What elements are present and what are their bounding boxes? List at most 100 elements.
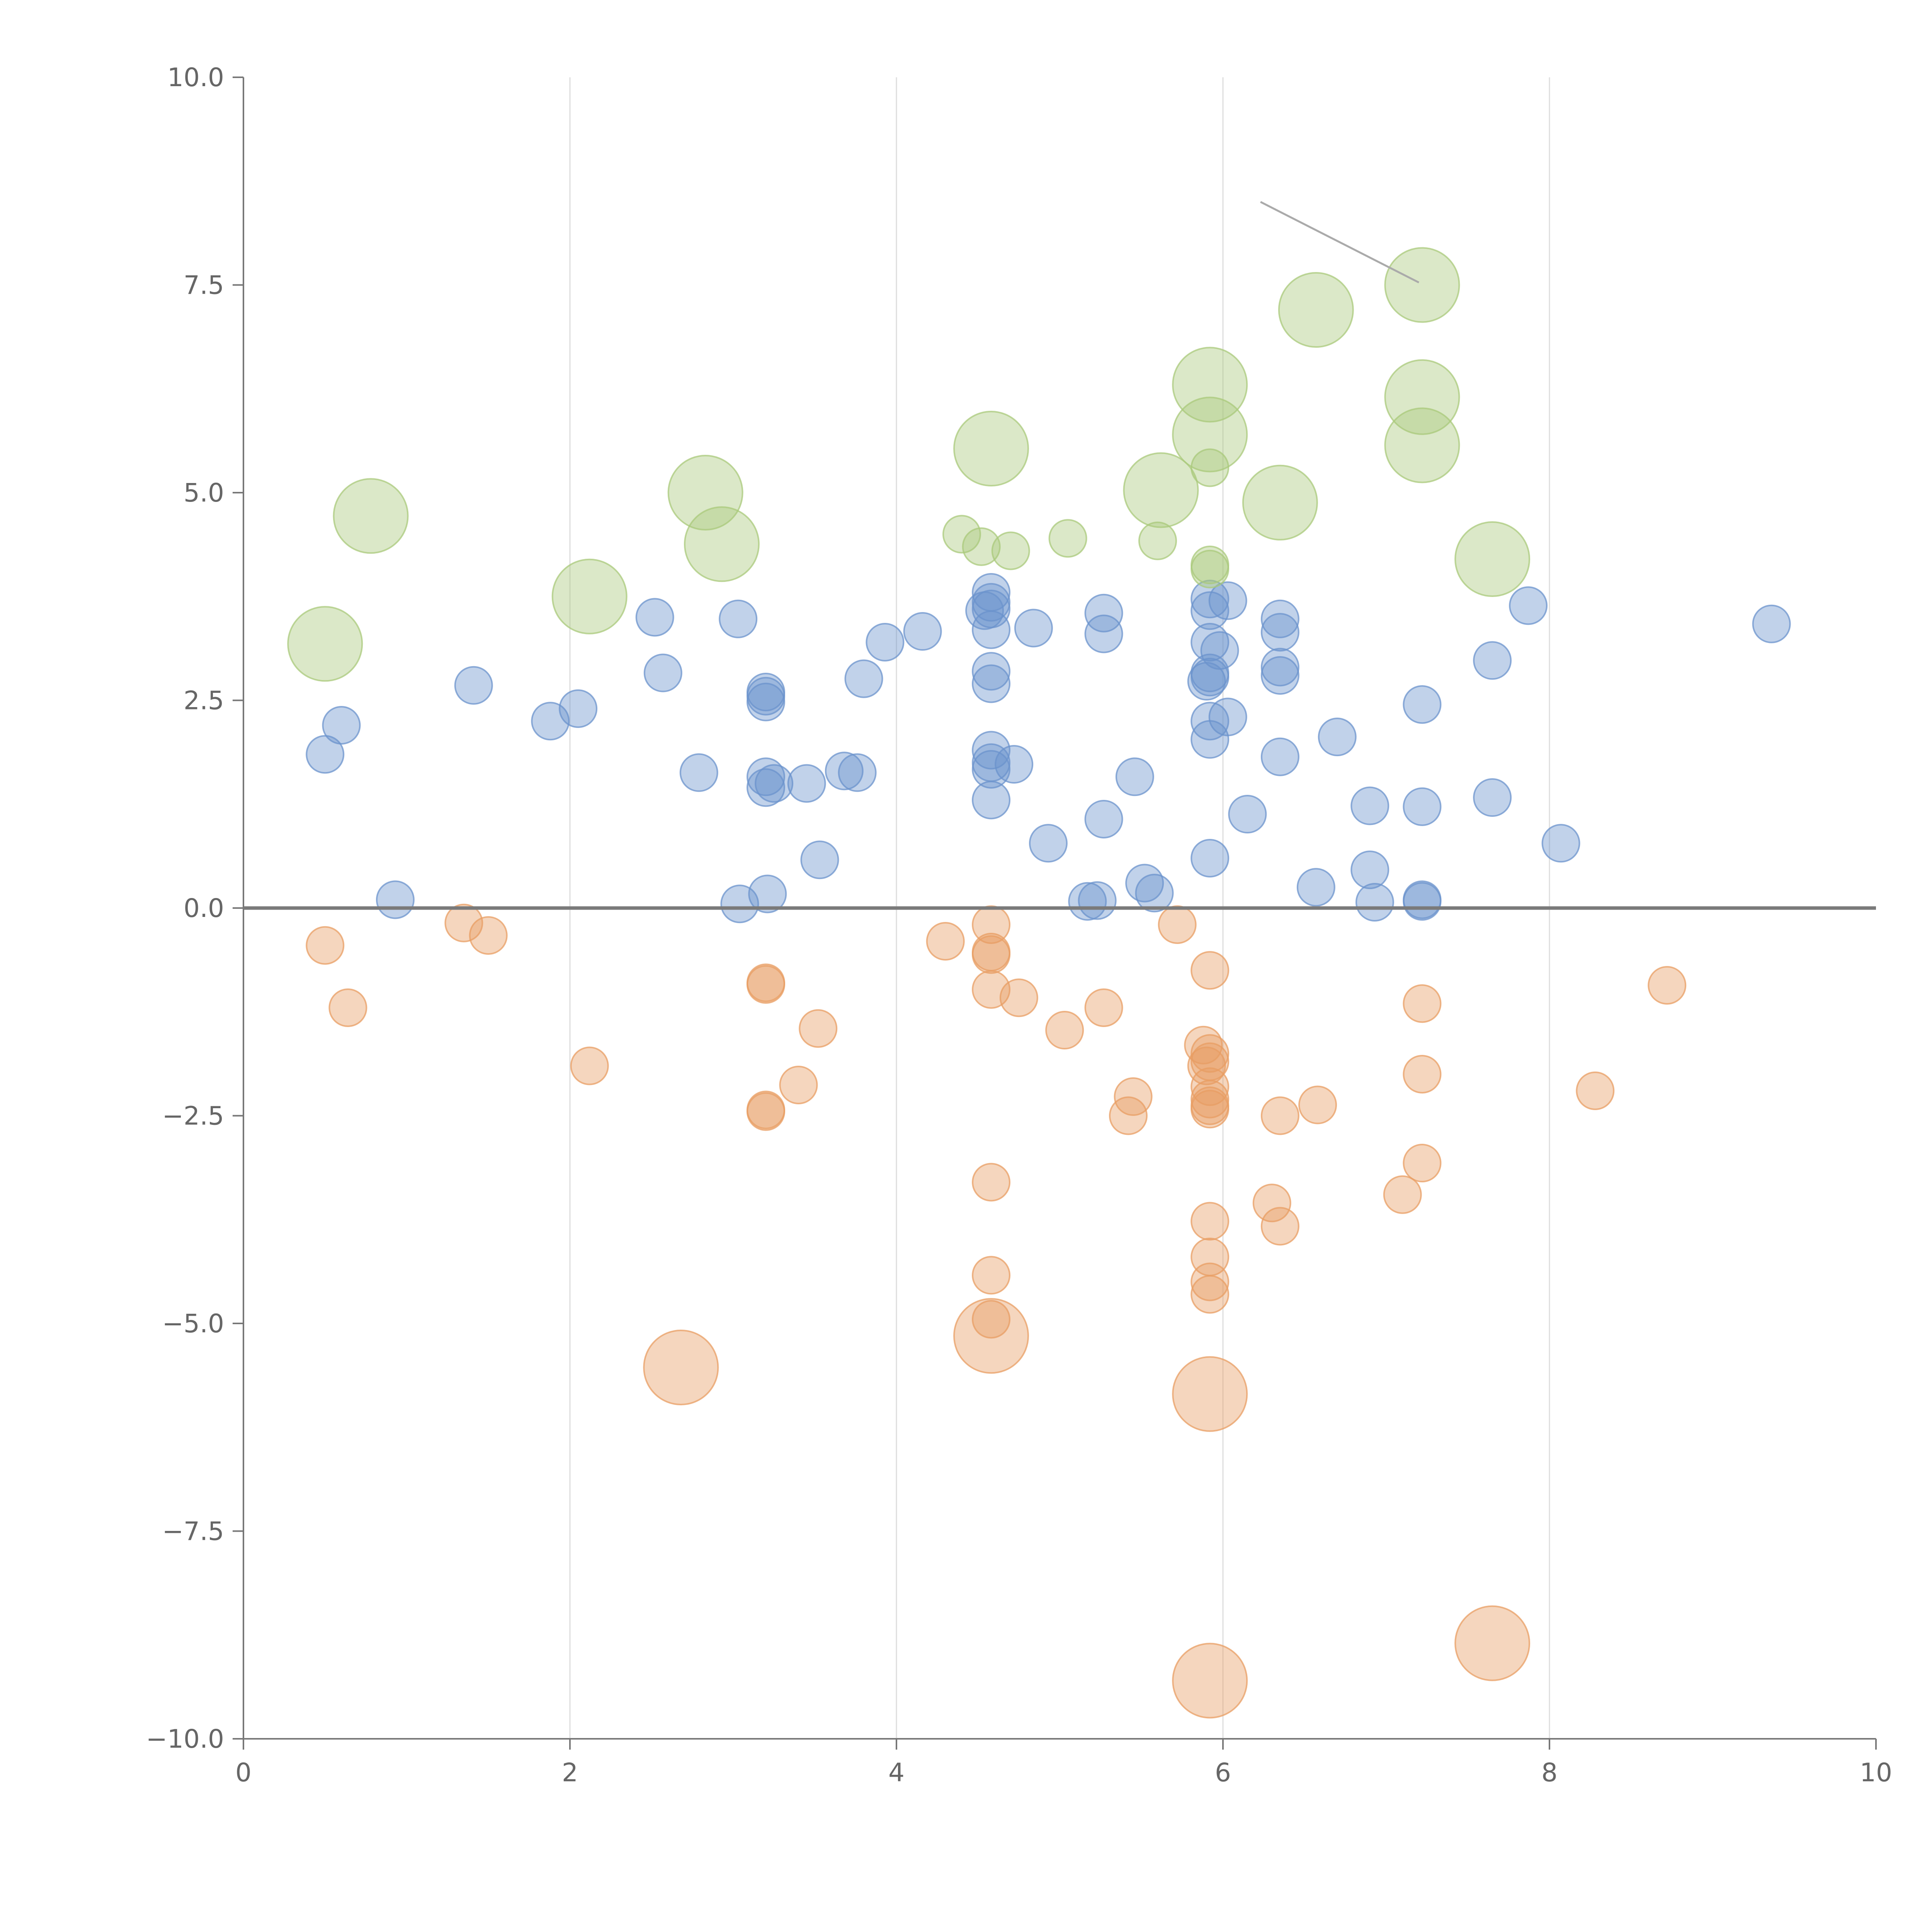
x-tick-label: 8 <box>1541 1758 1558 1787</box>
data-point-negative <box>1262 1208 1299 1245</box>
data-point-large-large <box>288 607 362 681</box>
data-point-positive <box>1319 718 1356 755</box>
data-point-large <box>1191 551 1228 588</box>
data-point-negative <box>1648 967 1685 1004</box>
data-point-positive <box>904 613 941 650</box>
data-point-positive <box>1403 788 1440 825</box>
data-point-positive <box>1298 869 1335 906</box>
data-point-negative <box>1191 1276 1228 1313</box>
data-point-negative <box>1159 906 1196 943</box>
data-point-large <box>1049 520 1087 557</box>
data-point-positive <box>755 765 793 802</box>
data-point-negative <box>780 1066 817 1104</box>
data-point-large-large <box>685 507 759 581</box>
x-tick-label: 4 <box>888 1758 905 1787</box>
data-point-negative <box>1000 979 1037 1016</box>
data-point-large-large <box>1455 522 1529 596</box>
data-point-large-large <box>1385 248 1459 322</box>
data-point-positive <box>377 881 414 918</box>
data-point-positive <box>1209 699 1247 736</box>
data-point-large-large <box>1173 398 1247 472</box>
data-point-negative <box>1191 952 1228 989</box>
y-tick-label: −10.0 <box>146 1724 224 1754</box>
y-tick-label: −7.5 <box>162 1517 224 1546</box>
data-point-positive <box>845 660 883 697</box>
y-tick-label: 2.5 <box>184 686 224 716</box>
data-point-negative <box>306 927 344 964</box>
data-point-positive <box>636 599 673 636</box>
data-point-negative-large-large <box>1173 1357 1247 1431</box>
data-point-large-large <box>1279 273 1353 347</box>
data-point-positive <box>1079 882 1116 919</box>
annotation-leader-line <box>1260 202 1419 283</box>
data-point-positive <box>1403 883 1440 920</box>
data-point-positive <box>866 624 903 661</box>
data-point-positive <box>1356 884 1393 921</box>
data-point-negative <box>571 1048 608 1085</box>
tick-labels: 0 2 4 6 8 10−10.0−7.5−5.0−2.50.02.55.07.510.0 <box>146 63 1892 1787</box>
y-tick-label: 5.0 <box>184 478 224 508</box>
data-point-positive <box>719 600 757 638</box>
data-point-positive <box>560 690 597 727</box>
data-point-positive <box>839 754 876 791</box>
data-point-positive <box>973 665 1010 702</box>
data-point-negative <box>1299 1087 1336 1124</box>
data-point-positive <box>1403 686 1440 723</box>
data-point-negative <box>470 917 507 954</box>
data-point-positive <box>323 707 360 744</box>
x-tick-label: 2 <box>562 1758 578 1787</box>
data-point-negative <box>329 989 366 1026</box>
data-point-negative <box>1085 989 1122 1026</box>
data-point-large-large <box>334 479 408 553</box>
data-point-positive <box>1510 587 1547 624</box>
data-point-negative <box>747 964 784 1002</box>
x-tick-label: 0 <box>235 1758 252 1787</box>
data-point-negative-large-large <box>644 1330 718 1405</box>
data-point-negative <box>799 1010 837 1047</box>
data-point-large <box>992 532 1029 570</box>
data-point-positive <box>1753 605 1790 643</box>
data-point-positive <box>455 667 492 704</box>
data-point-positive <box>1085 801 1122 838</box>
data-point-negative <box>973 936 1010 973</box>
data-point-negative <box>973 1257 1010 1294</box>
data-point-large-large <box>1385 408 1459 482</box>
data-point-positive <box>645 655 682 692</box>
data-point-large-large <box>1243 466 1317 540</box>
data-point-positive <box>1015 609 1052 646</box>
data-point-negative <box>973 1164 1010 1201</box>
x-tick-label: 6 <box>1215 1758 1231 1787</box>
data-point-positive <box>801 841 838 878</box>
data-point-positive <box>747 684 784 721</box>
data-point-negative <box>1191 1203 1228 1240</box>
y-tick-label: −2.5 <box>162 1101 224 1131</box>
data-point-positive <box>1201 632 1238 669</box>
data-point-negative <box>1384 1176 1421 1213</box>
data-point-positive <box>1262 657 1299 694</box>
data-point-positive <box>973 782 1010 819</box>
data-point-positive <box>1262 738 1299 776</box>
y-tick-label: 10.0 <box>167 63 224 92</box>
data-point-negative <box>1046 1012 1083 1049</box>
y-tick-label: 7.5 <box>184 270 224 300</box>
data-point-positive <box>1191 840 1228 877</box>
data-point-positive <box>1351 787 1388 825</box>
data-point-large-large <box>954 412 1028 486</box>
data-point-positive <box>680 754 718 791</box>
data-point-positive <box>1229 796 1266 833</box>
data-point-negative <box>747 1091 784 1128</box>
data-point-large-large <box>553 560 627 634</box>
data-point-positive <box>1085 616 1122 653</box>
data-point-positive <box>1474 642 1511 679</box>
data-point-negative-large-large <box>1173 1644 1247 1718</box>
data-point-negative <box>1403 985 1440 1022</box>
data-point-negative <box>1115 1078 1152 1115</box>
x-tick-label: 10 <box>1860 1758 1892 1787</box>
data-point-positive <box>973 611 1010 648</box>
data-point-positive <box>1474 779 1511 816</box>
data-point-positive <box>1136 874 1173 912</box>
y-tick-label: −5.0 <box>162 1309 224 1338</box>
data-point-negative <box>1262 1097 1299 1134</box>
data-point-positive <box>1116 758 1153 795</box>
data-point-positive <box>1030 825 1067 862</box>
